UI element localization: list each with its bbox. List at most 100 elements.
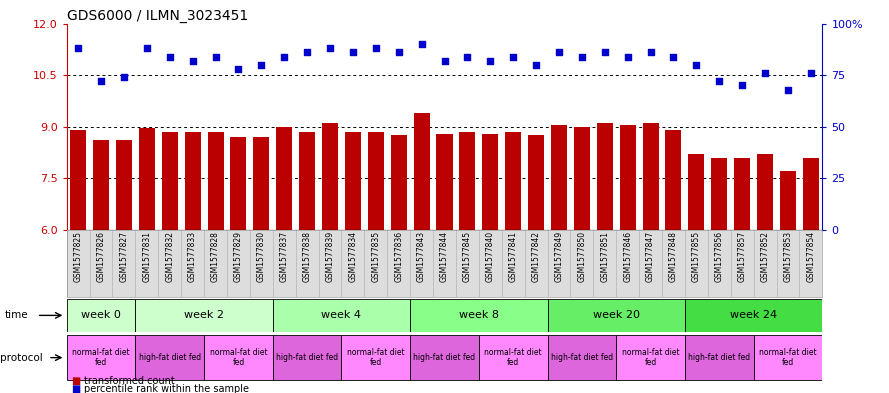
Text: GSM1577839: GSM1577839 [325,231,334,282]
Bar [757,154,773,230]
Bar [116,140,132,230]
Bar [754,335,822,380]
Point [391,49,405,55]
Point [621,53,635,60]
Bar [390,135,407,230]
Text: GSM1577825: GSM1577825 [74,231,83,282]
Text: GSM1577832: GSM1577832 [165,231,174,282]
Text: week 8: week 8 [459,310,499,320]
Text: GDS6000 / ILMN_3023451: GDS6000 / ILMN_3023451 [67,9,248,22]
Bar [803,158,819,230]
Text: GSM1577840: GSM1577840 [485,231,495,282]
Bar [230,137,246,230]
Bar [643,123,659,230]
Text: GSM1577828: GSM1577828 [211,231,220,282]
Text: GSM1577842: GSM1577842 [532,231,541,282]
Text: GSM1577854: GSM1577854 [806,231,815,282]
Point [346,49,360,55]
Point [781,86,795,93]
Point [461,53,475,60]
Point [116,74,131,81]
Bar [597,123,613,230]
Bar [711,158,727,230]
Bar [574,127,590,230]
Bar [688,154,704,230]
Point [163,53,177,60]
Text: GSM1577830: GSM1577830 [257,231,266,282]
Bar [780,171,796,230]
Point [300,49,314,55]
Text: GSM1577833: GSM1577833 [188,231,197,282]
Text: transformed count: transformed count [84,376,175,386]
Bar [410,335,479,380]
Text: GSM1577838: GSM1577838 [302,231,312,282]
Text: protocol: protocol [0,353,43,363]
Point [484,58,498,64]
Bar [410,299,548,332]
Text: high-fat diet fed: high-fat diet fed [413,353,476,362]
Point [804,70,818,76]
Text: GSM1577850: GSM1577850 [577,231,587,282]
Bar [483,134,499,230]
Bar [67,299,135,332]
Point [208,53,222,60]
Text: GSM1577855: GSM1577855 [692,231,701,282]
Bar [734,158,750,230]
Point [71,45,85,51]
Text: week 20: week 20 [593,310,640,320]
Bar [276,127,292,230]
Bar [135,299,273,332]
Point [437,58,452,64]
Text: GSM1577837: GSM1577837 [280,231,289,282]
Bar [620,125,636,230]
Point [186,58,200,64]
Text: normal-fat diet
fed: normal-fat diet fed [759,348,817,367]
Text: GSM1577836: GSM1577836 [394,231,404,282]
Text: high-fat diet fed: high-fat diet fed [688,353,750,362]
Bar [548,335,616,380]
Text: week 24: week 24 [730,310,777,320]
Bar [162,132,178,230]
Point [735,83,749,89]
Bar [345,132,361,230]
Point [140,45,154,51]
Text: week 4: week 4 [322,310,362,320]
Bar [273,335,341,380]
Bar [548,299,685,332]
Text: GSM1577857: GSM1577857 [738,231,747,282]
Bar [204,335,273,380]
Text: GSM1577835: GSM1577835 [372,231,380,282]
Bar [70,130,86,230]
Bar [551,125,567,230]
Text: GSM1577853: GSM1577853 [783,231,792,282]
Bar [93,140,109,230]
Bar [185,132,201,230]
Text: normal-fat diet
fed: normal-fat diet fed [621,348,679,367]
Bar [505,132,521,230]
Text: GSM1577847: GSM1577847 [646,231,655,282]
Text: GSM1577827: GSM1577827 [119,231,128,282]
Text: GSM1577852: GSM1577852 [761,231,770,282]
Text: GSM1577856: GSM1577856 [715,231,724,282]
Point [758,70,773,76]
Text: GSM1577829: GSM1577829 [234,231,243,282]
Text: normal-fat diet
fed: normal-fat diet fed [485,348,542,367]
Bar [528,135,544,230]
Text: GSM1577848: GSM1577848 [669,231,678,282]
Text: week 2: week 2 [184,310,224,320]
Point [712,78,726,84]
Text: high-fat diet fed: high-fat diet fed [139,353,201,362]
Text: high-fat diet fed: high-fat diet fed [276,353,338,362]
Bar [299,132,315,230]
Text: GSM1577845: GSM1577845 [463,231,472,282]
Bar [436,134,453,230]
Text: GSM1577841: GSM1577841 [509,231,517,282]
Bar [368,132,384,230]
Text: GSM1577826: GSM1577826 [97,231,106,282]
Point [597,49,612,55]
Point [94,78,108,84]
Bar [139,129,155,230]
Bar [460,132,476,230]
Bar [413,113,429,230]
Point [369,45,383,51]
